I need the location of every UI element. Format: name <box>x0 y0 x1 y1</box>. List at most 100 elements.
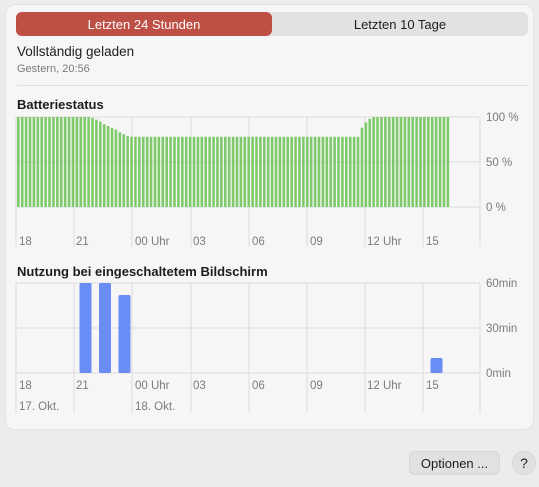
battery-bar <box>403 117 407 207</box>
x-tick-label: 00 Uhr <box>135 236 170 248</box>
battery-bar <box>44 117 47 207</box>
screen-usage-bar <box>99 283 111 373</box>
x-tick-label: 03 <box>193 236 206 248</box>
x-tick-label: 12 Uhr <box>367 380 402 392</box>
battery-level-chart: 100 % 50 % 0 % 18 21 00 Uhr 03 06 09 12 Uhr 15 <box>15 112 519 248</box>
battery-bar <box>75 117 79 207</box>
battery-bar <box>243 136 247 207</box>
battery-bar <box>345 136 348 207</box>
battery-bar <box>294 136 297 207</box>
battery-bar <box>63 117 67 207</box>
battery-bar <box>71 117 75 207</box>
battery-bar <box>173 136 176 207</box>
battery-bar <box>255 136 258 207</box>
battery-bar <box>192 136 196 207</box>
battery-bar <box>305 136 309 207</box>
help-button[interactable]: ? <box>512 451 536 475</box>
battery-bar <box>309 136 313 207</box>
battery-bar <box>282 136 286 207</box>
battery-bar <box>200 136 204 207</box>
x-tick-label: 06 <box>252 236 265 248</box>
divider <box>17 85 528 86</box>
battery-bar <box>333 136 336 207</box>
screen-usage-bar <box>79 283 92 373</box>
y-tick-label: 0 % <box>486 202 506 214</box>
battery-bar <box>438 117 442 207</box>
battery-bar <box>208 136 211 207</box>
battery-bar <box>52 117 55 207</box>
screen-usage-bar <box>118 295 131 373</box>
battery-bar <box>442 117 446 207</box>
battery-bar <box>317 136 321 207</box>
time-range-segmented-control: Letzten 24 Stunden Letzten 10 Tage <box>16 12 528 36</box>
battery-bar <box>290 136 293 207</box>
x-tick-label: 00 Uhr <box>135 380 170 392</box>
battery-bar <box>67 117 71 207</box>
battery-bar <box>325 136 329 207</box>
date-label: 17. Okt. <box>19 401 59 413</box>
battery-bar <box>91 117 94 207</box>
tab-last-24-hours[interactable]: Letzten 24 Stunden <box>16 12 272 36</box>
battery-bar <box>231 136 235 207</box>
battery-bar <box>399 117 403 207</box>
battery-bar <box>188 136 192 207</box>
x-tick-label: 21 <box>76 380 89 392</box>
battery-bar <box>376 117 379 207</box>
battery-bar <box>270 136 274 207</box>
battery-bar <box>99 121 102 207</box>
battery-bar <box>122 134 126 207</box>
y-tick-label: 50 % <box>486 157 512 169</box>
x-tick-label: 06 <box>252 380 265 392</box>
battery-bar <box>427 117 430 207</box>
x-tick-label: 18 <box>19 380 32 392</box>
battery-bar <box>20 117 24 207</box>
battery-panel: Letzten 24 Stunden Letzten 10 Tage Volls… <box>5 4 534 430</box>
battery-bar <box>40 117 44 207</box>
battery-bar <box>360 127 364 207</box>
battery-bar <box>239 136 243 207</box>
battery-bar <box>216 136 219 207</box>
battery-bar <box>126 135 129 207</box>
battery-bar <box>32 117 36 207</box>
battery-bar <box>266 136 270 207</box>
charge-status-time: Gestern, 20:56 <box>17 63 90 75</box>
battery-bar <box>321 136 325 207</box>
battery-bar <box>95 119 98 207</box>
battery-bar <box>302 136 305 207</box>
battery-bar <box>348 136 352 207</box>
battery-bar <box>118 132 122 207</box>
battery-bar <box>114 129 118 207</box>
battery-bar <box>352 136 356 207</box>
battery-bar <box>278 136 282 207</box>
battery-bar <box>17 117 20 207</box>
battery-bar <box>364 122 368 207</box>
battery-bar <box>368 118 372 207</box>
battery-bar <box>87 117 90 207</box>
battery-bar <box>102 124 106 207</box>
battery-bar <box>259 136 262 207</box>
battery-bar <box>380 117 383 207</box>
x-tick-label: 15 <box>426 236 439 248</box>
battery-bar <box>134 136 137 207</box>
screen-usage-chart: 60min 30min 0min 18 21 00 Uhr 03 06 09 12 Uhr 15 17… <box>15 278 517 413</box>
y-tick-label: 60min <box>486 278 517 290</box>
x-tick-label: 12 Uhr <box>367 236 402 248</box>
charge-status-title: Vollständig geladen <box>17 44 135 59</box>
battery-bar <box>196 136 200 207</box>
tab-last-10-days[interactable]: Letzten 10 Tage <box>353 16 447 32</box>
options-button[interactable]: Optionen ... <box>409 451 500 475</box>
battery-bar <box>106 126 110 207</box>
battery-bar <box>83 117 86 207</box>
battery-bar <box>145 136 149 207</box>
battery-bar <box>141 136 145 207</box>
x-tick-label: 03 <box>193 380 206 392</box>
battery-bar <box>415 117 418 207</box>
x-tick-label: 15 <box>426 380 439 392</box>
battery-bar <box>387 117 391 207</box>
battery-bar <box>177 136 180 207</box>
battery-bar <box>235 136 239 207</box>
x-tick-label: 09 <box>310 380 323 392</box>
battery-bar <box>298 136 301 207</box>
battery-bar <box>161 136 165 207</box>
battery-bar <box>157 136 161 207</box>
